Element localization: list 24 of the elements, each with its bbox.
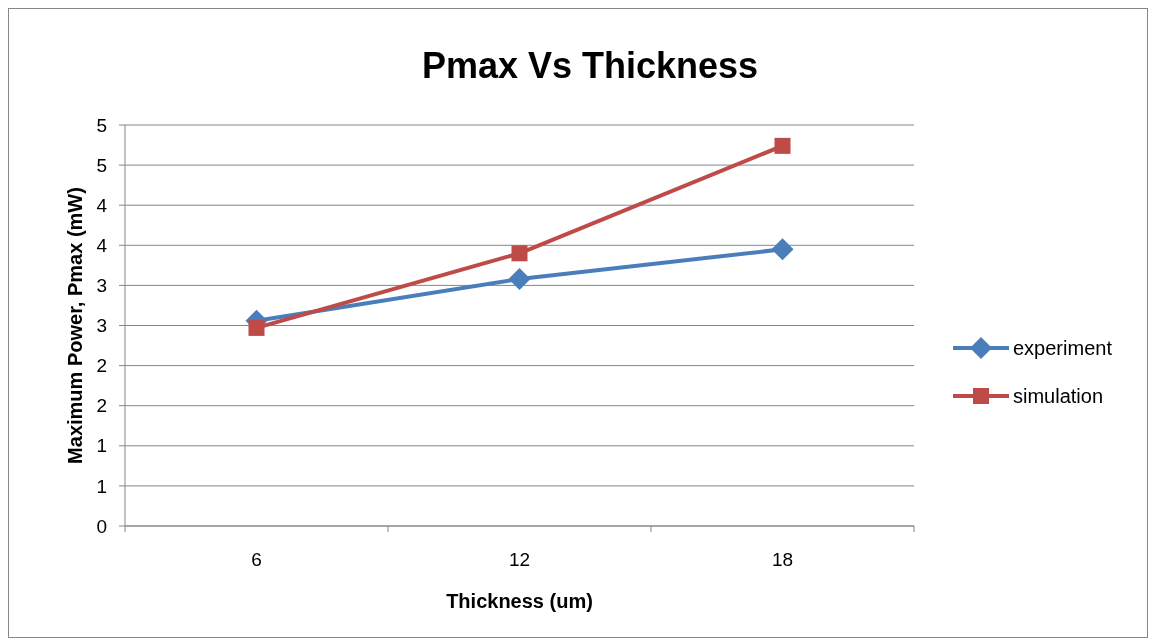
point: [774, 137, 791, 154]
y-tick-label: 2: [96, 355, 107, 377]
y-tick-label: 0: [96, 515, 107, 537]
x-tick-label: 6: [251, 549, 262, 570]
point: [248, 319, 265, 336]
y-tick-label: 2: [96, 395, 107, 417]
y-axis-title: Maximum Power, Pmax (mW): [64, 187, 86, 464]
point: [771, 238, 794, 261]
y-tick-label: 4: [96, 194, 108, 216]
y-tick-label: 1: [96, 435, 107, 457]
y-tick-label: 3: [96, 275, 107, 297]
x-axis-title: Thickness (um): [446, 590, 593, 612]
legend-label: experiment: [1013, 337, 1113, 359]
x-tick-label: 18: [771, 549, 794, 570]
x-tick-label: 12: [508, 549, 531, 570]
chart-title: Pmax Vs Thickness: [421, 45, 759, 86]
y-tick-label: 4: [96, 234, 108, 256]
y-tick-label: 5: [96, 154, 107, 176]
legend-label: simulation: [1013, 385, 1104, 407]
y-tick-label: 5: [96, 114, 107, 136]
point: [508, 267, 531, 290]
y-tick-label: 3: [96, 315, 107, 337]
point: [511, 245, 528, 262]
y-tick-label: 1: [96, 475, 107, 497]
